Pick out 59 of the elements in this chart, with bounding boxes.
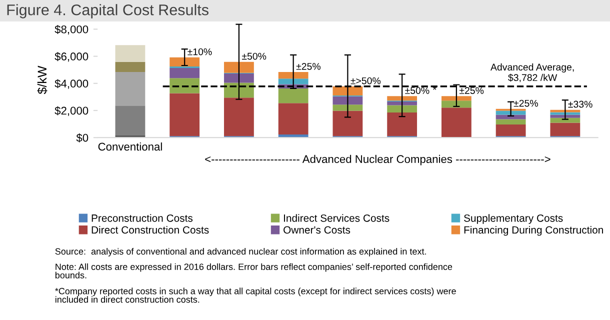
x-tick-label: Conventional	[98, 142, 162, 151]
bar	[115, 45, 146, 62]
y-axis-title: $/kW	[37, 66, 48, 94]
bar	[224, 98, 254, 136]
bar	[224, 73, 254, 83]
bar	[332, 110, 363, 136]
text: *Company reported costs in such a way that all capital costs (except for indirect services costs) were included in direct construction costs.	[55, 288, 456, 303]
bar	[170, 57, 200, 66]
bar	[278, 103, 308, 135]
bar	[332, 104, 363, 111]
bar	[115, 106, 146, 136]
annotation: ±33%	[568, 100, 592, 108]
bar	[332, 86, 363, 96]
bar	[496, 124, 526, 136]
ref-line-label: Advanced Average, $3,782 /kW	[490, 63, 574, 82]
bar	[496, 119, 526, 124]
bar	[224, 62, 254, 73]
bar	[387, 102, 418, 106]
legend-label: Owner's Costs	[284, 226, 350, 234]
bar	[550, 114, 580, 118]
annotation: ±25%	[459, 87, 484, 94]
y-tick-label: $2,000	[54, 106, 88, 116]
bar	[387, 96, 418, 101]
annotation: ±50%	[405, 87, 430, 94]
source-note: Source: analysis of conventional and advanced nuclear cost information as explained in text.	[55, 248, 426, 256]
bar	[170, 78, 200, 94]
bar	[441, 100, 472, 108]
y-tick-label: $4,000	[54, 79, 88, 89]
y-tick-label: $0	[76, 133, 88, 142]
legend-label: Supplementary Costs	[464, 214, 563, 224]
bar	[170, 68, 200, 78]
bar	[115, 72, 146, 106]
annotation: ±>50%	[350, 77, 381, 84]
bar	[170, 93, 200, 136]
legend-label: Indirect Services Costs	[284, 214, 390, 222]
chart-title: Figure 4. Capital Cost Results	[7, 4, 208, 18]
annotation: ±10%	[188, 48, 212, 56]
annotation: ±25%	[296, 62, 320, 70]
bar	[332, 96, 363, 105]
bar	[278, 78, 308, 84]
bar	[387, 105, 418, 113]
bar	[496, 114, 526, 120]
legend-label: Financing During Construction	[464, 226, 603, 236]
y-tick-label: $8,000	[54, 24, 88, 35]
bar	[550, 122, 580, 136]
bar	[278, 88, 308, 104]
text: Note: All costs are expressed in 2016 dollars. Error bars reflect companies’ self-reported confidence bounds.	[55, 263, 452, 278]
y-tick-label: $6,000	[54, 52, 88, 62]
bar	[441, 108, 472, 138]
bar	[115, 62, 146, 72]
bar	[441, 96, 472, 101]
bar	[387, 112, 418, 136]
x-axis-title: <------------------------ Advanced Nuclear Companies ------------------------>	[205, 154, 550, 166]
legend-label: Direct Construction Costs	[92, 226, 209, 234]
bar	[278, 72, 308, 79]
legend-label: Preconstruction Costs	[92, 214, 193, 222]
annotation: ±25%	[514, 100, 538, 107]
bar	[550, 110, 580, 112]
annotation: ±50%	[242, 52, 266, 60]
